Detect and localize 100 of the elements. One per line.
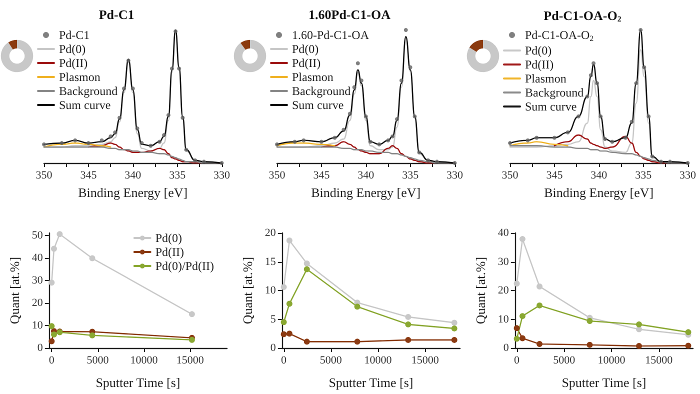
point [354,338,360,345]
point [348,112,352,116]
legend-label: Background [292,84,351,98]
chart-title: Pd-C1 [98,7,134,22]
point [451,325,458,332]
point [685,342,692,349]
point [514,336,520,342]
point [100,138,104,142]
point [595,81,600,86]
point [377,142,382,146]
x-axis-title: Binding Energy [eV] [311,184,421,200]
x-tick-label: 10000 [598,354,626,366]
point [426,158,430,162]
point [598,114,603,118]
point [434,160,439,164]
point [412,114,417,118]
y-axis-title: Quant [at.%] [7,256,22,324]
y-axis-title: Quant [at.%] [473,256,488,324]
x-tick-label: 0 [48,354,55,366]
legend-label: Sum curve [292,98,344,112]
legend-label: Background [525,86,584,100]
point [552,136,556,140]
point [304,260,310,266]
y-tick-label: 50 [32,229,44,242]
y-tick-label: 5 [270,313,276,326]
point [108,134,113,138]
point [399,78,404,83]
point [592,61,596,66]
x-tick-label: 350 [36,170,53,182]
point [166,113,170,118]
y-axis-title: Quant [at.%] [240,256,255,324]
point [586,342,593,348]
x-tick-label: 330 [680,170,696,182]
y-tick-label: 20 [498,284,510,296]
point [359,78,364,83]
x-tick-label: 15000 [411,354,440,366]
legend-label: Pd(II) [525,58,554,72]
point [536,283,543,290]
point [368,140,372,144]
x-tick-label: 345 [80,170,98,182]
y-tick-label: 10 [264,284,276,296]
x-tick-label: 15000 [645,354,674,366]
point [73,138,78,142]
x-tick-label: 345 [546,170,564,182]
point [180,116,185,120]
legend-label: Pd(0) [155,231,182,245]
point [636,342,642,349]
point [89,255,96,262]
point [536,340,543,347]
y-tick-label: 30 [32,274,44,286]
point [170,66,174,71]
point [42,142,46,146]
point [356,61,360,66]
x-axis-title: Sputter Time [s] [96,375,180,390]
point [113,130,118,134]
y-tick-label: 40 [498,227,510,239]
point [519,313,526,320]
point [177,66,182,71]
point [126,58,130,63]
legend-label: Sum curve [525,100,577,114]
point [514,325,520,332]
point [451,320,458,326]
point [452,161,457,165]
point [319,140,324,144]
point [174,29,178,34]
point [193,158,198,162]
point [394,117,399,122]
point [286,330,292,337]
x-axis-title: Sputter Time [s] [562,375,646,390]
point [50,331,57,338]
point [638,28,643,32]
legend-label: Plasmon [525,72,566,86]
point [86,141,90,146]
point [89,332,96,338]
point [405,314,412,320]
point [526,138,530,142]
point [390,134,395,138]
x-tick-label: 10000 [130,354,158,366]
point [405,321,412,328]
y-tick-label: 40 [32,252,44,264]
point [566,130,570,134]
point [48,323,55,330]
point [685,329,692,336]
point [634,81,638,86]
point [686,161,690,165]
x-tick-label: 340 [590,170,608,182]
x-tick-label: 345 [313,170,330,182]
legend-label: Plasmon [59,70,100,84]
point [354,304,360,310]
point [118,116,122,120]
point [302,138,306,142]
point [292,140,297,144]
point [630,120,634,124]
point [386,138,390,142]
point [130,86,135,91]
point [364,114,368,118]
y-tick-label: 10 [32,319,44,332]
x-tick-label: 330 [214,170,230,182]
legend-label: 1.60-Pd-C1-OA [292,28,370,42]
point [202,160,206,164]
